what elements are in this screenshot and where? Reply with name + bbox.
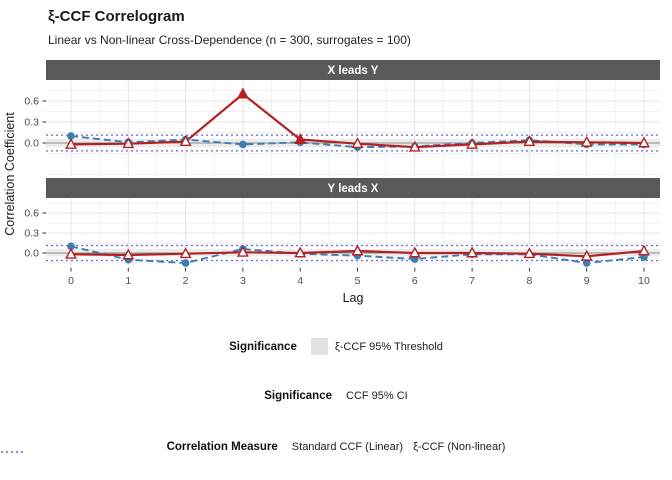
y-tick-label: 0.0 [24, 138, 39, 150]
facet-strip-label: X leads Y [328, 65, 379, 77]
facet-strip [46, 60, 660, 80]
xi-ccf-point [351, 244, 364, 256]
y-tick-label: 0.0 [24, 248, 39, 260]
x-tick-label: 8 [526, 275, 532, 287]
legend-standard-ccf-label: Standard CCF (Linear) [291, 441, 404, 453]
xi-ccf-point [408, 246, 421, 258]
xi-ccf-point [122, 248, 135, 260]
correlogram-plot: X leads Y 0.6 0.3 0.0 Y leads X 0.6 0.3 0.0 0 1 2 3… [3, 60, 660, 305]
xi-ccf-point [294, 246, 307, 258]
xi-ccf-point [179, 135, 192, 147]
xi-ccf-point [236, 245, 249, 257]
x-tick-label: 5 [355, 275, 361, 287]
y-tick-label: 0.3 [24, 227, 39, 239]
x-tick-label: 2 [183, 275, 189, 287]
xi-ccf-point [408, 140, 421, 152]
chart-subtitle: Linear vs Non-linear Cross-Dependence (n… [48, 33, 411, 47]
x-tick-label: 10 [638, 275, 650, 287]
standard-ccf-point [181, 259, 190, 267]
xi-ccf-point [179, 247, 192, 259]
threshold-swatch-icon [310, 338, 328, 355]
x-tick-label: 3 [240, 275, 246, 287]
x-tick-label: 6 [412, 275, 418, 287]
x-tick-label: 1 [125, 275, 131, 287]
xi-ccf-point [466, 137, 479, 149]
legend-ci: Significance CCF 95% CI [0, 390, 672, 453]
legend-ci-item: CCF 95% CI [1, 390, 408, 453]
x-tick-label: 9 [584, 275, 590, 287]
xi-ccf-point [638, 136, 650, 148]
legend-threshold-item: ξ-CCF 95% Threshold [310, 338, 443, 355]
y-tick-label: 0.3 [24, 117, 39, 129]
x-tick-label: 4 [297, 275, 303, 287]
legend-ci-label: CCF 95% CI [346, 390, 408, 402]
xi-ccf-point [580, 135, 593, 147]
x-tick-label: 7 [469, 275, 475, 287]
facet-strip [46, 178, 660, 198]
x-tick-label: 0 [68, 275, 74, 287]
x-axis-title: Lag [343, 291, 364, 305]
y-axis-title: Correlation Coefficient [3, 112, 17, 236]
ci-dotted-line-icon [1, 451, 23, 453]
xi-ccf-point-significant [294, 133, 307, 144]
xi-ccf-point [466, 246, 479, 258]
xi-ccf-point [122, 137, 135, 149]
panel-bg [46, 80, 660, 176]
standard-ccf-point [582, 259, 591, 267]
standard-ccf-point [67, 242, 75, 251]
legend-item-xi-ccf: ξ-CCF (Non-linear) [413, 441, 505, 453]
xi-ccf-point [65, 137, 77, 149]
legend-xi-ccf-label: ξ-CCF (Non-linear) [413, 441, 506, 453]
legend-ci-title: Significance [264, 390, 332, 402]
y-tick-label: 0.6 [24, 207, 39, 219]
legend-threshold-title: Significance [229, 340, 297, 353]
xi-ccf-point [351, 137, 364, 149]
legend-measure-title: Correlation Measure [166, 441, 278, 453]
chart-title: ξ-CCF Correlogram [48, 8, 185, 25]
xi-ccf-point [65, 247, 77, 259]
xi-ccf-point [638, 244, 650, 256]
legend-threshold-label: ξ-CCF 95% Threshold [334, 340, 443, 353]
legend-threshold: Significance ξ-CCF 95% Threshold [0, 338, 672, 355]
legend-item-standard-ccf: Standard CCF (Linear) [292, 441, 403, 453]
xi-ccf-point [523, 247, 536, 259]
facet-strip-label: Y leads X [328, 183, 379, 195]
legend-measure: Correlation Measure Standard CCF (Linear… [0, 441, 672, 453]
standard-ccf-point [67, 132, 75, 140]
y-tick-label: 0.6 [24, 96, 39, 108]
xi-ccf-point [523, 135, 536, 147]
xi-ccf-point-significant [236, 87, 249, 99]
xi-ccf-point [580, 249, 593, 261]
standard-ccf-point [239, 140, 247, 149]
